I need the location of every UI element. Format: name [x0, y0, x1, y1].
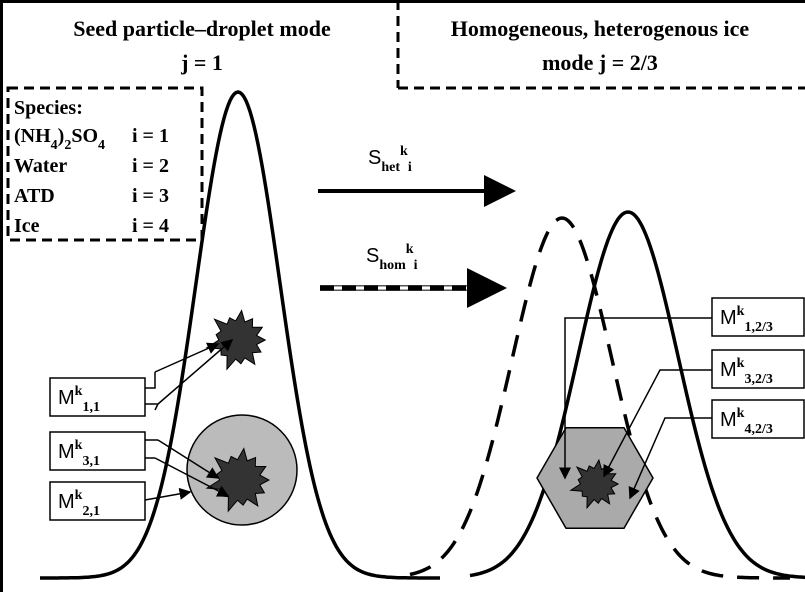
texts: Seed particle–droplet mode j = 1 Homogeneo… [14, 16, 805, 521]
species-index: i = 2 [132, 155, 169, 177]
species-index: i = 1 [132, 125, 169, 147]
connector [628, 417, 712, 500]
text-part: k [737, 356, 745, 371]
header-text: Seed particle–droplet mode [73, 16, 331, 41]
species-title: Species: [14, 97, 83, 119]
species-box [6, 86, 204, 242]
text-part: 2,1 [82, 504, 100, 519]
mass-box [711, 297, 805, 337]
text-part: 1,1 [82, 400, 100, 415]
text-part: M [58, 387, 75, 409]
mass-label: Mk2,1 [58, 488, 100, 519]
mass-box [49, 481, 146, 521]
text-part: S [368, 147, 381, 169]
species-name: Ice [14, 215, 40, 237]
text-part: 4 [98, 138, 105, 153]
mass-label: Mk1,2/3 [720, 304, 773, 335]
text-part: 3,1 [82, 454, 100, 469]
species-index: i = 4 [132, 215, 169, 237]
header-text: mode j = 2/3 [542, 50, 658, 75]
text-part: k [75, 438, 83, 453]
mass-label: Mk3,2/3 [720, 356, 773, 387]
text-part: k [400, 144, 408, 159]
species-name: ATD [14, 185, 55, 207]
species-name: (NH4)2SO4 [14, 125, 105, 153]
mass-box [49, 431, 146, 471]
text-part: 2 [64, 138, 71, 153]
text-part: S [366, 245, 379, 267]
size-distribution [469, 210, 805, 580]
text-part: 1,2/3 [744, 320, 772, 335]
mass-label: Mk4,2/3 [720, 406, 773, 437]
connector [145, 372, 156, 389]
text-part: k [75, 384, 83, 399]
text-part: ATD [14, 185, 55, 207]
text-part: k [406, 242, 414, 257]
connector [157, 439, 220, 479]
text-part: 3,2/3 [744, 372, 772, 387]
connector [144, 487, 192, 501]
text-part: k [737, 406, 745, 421]
connector [145, 403, 160, 411]
text-part: Water [14, 155, 67, 177]
shapes [40, 90, 805, 580]
text-part: i [408, 160, 412, 175]
text-part: 4,2/3 [744, 422, 772, 437]
text-part: k [75, 488, 83, 503]
header-text: j = 1 [180, 50, 223, 75]
mass-label: Mk1,1 [58, 384, 100, 415]
mass-box [711, 349, 805, 389]
mass-box [711, 399, 805, 439]
connector [154, 342, 220, 373]
species-index: i = 3 [132, 185, 169, 207]
text-part: ) [58, 125, 65, 147]
text-part: i [414, 258, 418, 273]
text-part: M [720, 409, 737, 431]
connector [157, 339, 234, 405]
text-part: SO [71, 125, 98, 147]
connector [603, 369, 712, 478]
text-part: M [58, 441, 75, 463]
text-part: (NH [14, 125, 51, 147]
text-part: M [720, 359, 737, 381]
text-part: Ice [14, 215, 40, 237]
mass-label: Mk3,1 [58, 438, 100, 469]
text-part: k [737, 304, 745, 319]
connector [559, 317, 712, 480]
text-part: 4 [51, 138, 58, 153]
rate-label: Shetki [368, 144, 412, 175]
rate-label: Shomki [366, 242, 418, 273]
seed-particle [205, 309, 267, 371]
text-part: M [720, 307, 737, 329]
header-text: Homogeneous, heterogenous ice [451, 16, 750, 41]
text-part: hom [379, 258, 406, 273]
mass-box [49, 377, 146, 417]
connector [154, 457, 230, 497]
text-part: M [58, 491, 75, 513]
size-distribution [40, 90, 440, 580]
text-part: het [381, 160, 400, 175]
species-name: Water [14, 155, 67, 177]
